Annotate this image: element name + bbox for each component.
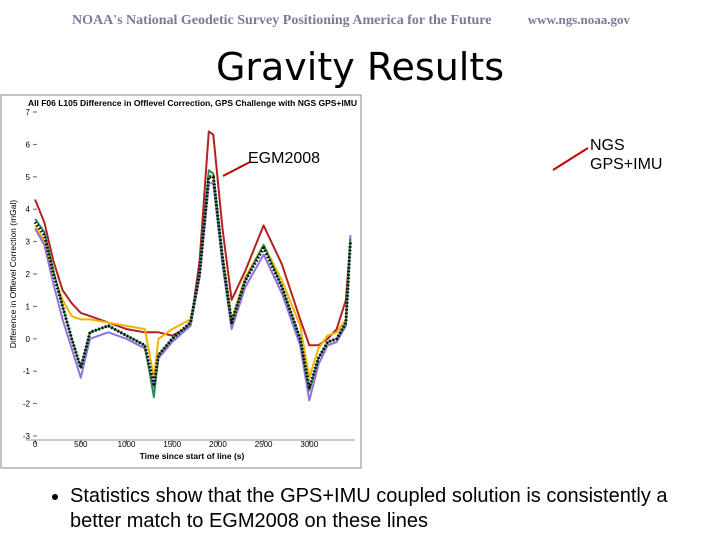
y-tick-label: 7: [26, 108, 31, 117]
y-tick-label: 2: [26, 270, 31, 279]
y-tick-label: 0: [26, 335, 31, 344]
bullet: Statistics show that the GPS+IMU coupled…: [70, 484, 670, 534]
slide-title: Gravity Results: [216, 45, 504, 89]
header-right: www.ngs.noaa.gov: [528, 12, 631, 27]
y-tick-label: 5: [26, 173, 31, 182]
chart-frame: [0, 94, 362, 469]
y-axis-label: Difference in Offlevel Correction (mGal): [8, 200, 18, 349]
chart-title: All F06 L105 Difference in Offlevel Corr…: [28, 98, 357, 108]
x-tick-label: 1500: [163, 440, 181, 449]
x-tick-label: 0: [33, 440, 38, 449]
y-tick-label: 3: [26, 238, 31, 247]
y-tick-label: 6: [26, 140, 31, 149]
bullet-list: Statistics show that the GPS+IMU coupled…: [50, 484, 670, 534]
data-line: [34, 182, 352, 402]
y-tick-label: 4: [26, 205, 31, 214]
x-tick-label: 3000: [300, 440, 318, 449]
x-tick-label: 2000: [209, 440, 227, 449]
x-axis-label: Time since start of line (s): [140, 451, 245, 461]
x-tick-label: 1000: [118, 440, 136, 449]
y-tick-label: -3: [23, 432, 31, 441]
annotation: EGM2008: [248, 150, 320, 167]
annotation: NGS: [590, 137, 625, 154]
header-left: NOAA's National Geodetic Survey Position…: [72, 13, 491, 28]
x-tick-label: 2500: [255, 440, 273, 449]
x-tick-label: 500: [74, 440, 88, 449]
y-tick-label: -1: [23, 367, 31, 376]
annotation-arrow: [552, 147, 589, 171]
header-bar: [0, 0, 720, 40]
y-tick-label: 1: [26, 302, 31, 311]
y-tick-label: -2: [23, 400, 31, 409]
annotation: GPS+IMU: [590, 156, 662, 173]
annotation-arrow: [222, 161, 251, 177]
chart: All F06 L105 Difference in Offlevel Corr…: [8, 98, 357, 461]
data-line: [33, 175, 352, 389]
